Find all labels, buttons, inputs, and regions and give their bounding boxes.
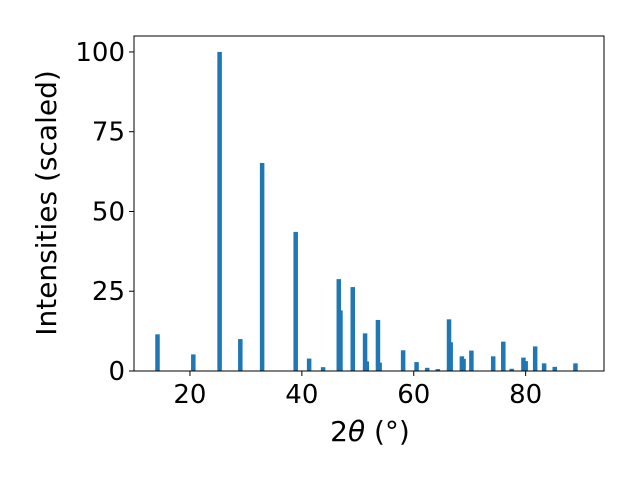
y-tick-label: 50	[92, 197, 125, 227]
peak-bar	[293, 231, 298, 371]
peak-bar	[523, 361, 528, 371]
peak-bar	[364, 361, 370, 371]
peak-bar	[552, 366, 558, 371]
peak-bar	[217, 51, 222, 371]
peak-bar	[541, 363, 547, 371]
x-axis-label: 2θ (°)	[330, 415, 410, 448]
peak-bar	[350, 287, 356, 371]
peak-bar	[155, 334, 160, 371]
peak-bar	[306, 358, 312, 371]
peak-bar	[424, 367, 430, 371]
peak-bar	[414, 362, 419, 371]
peak-bar	[400, 350, 406, 371]
peak-bar	[338, 310, 343, 371]
peak-bar	[573, 363, 578, 371]
peak-bar	[238, 339, 243, 371]
peak-bar	[509, 368, 514, 371]
peak-bar	[362, 333, 368, 371]
peak-bar	[375, 319, 381, 371]
x-tick-label: 60	[397, 380, 430, 410]
peak-bar	[461, 358, 466, 371]
bar-series	[155, 51, 578, 371]
y-axis-label: Intensities (scaled)	[30, 70, 63, 336]
y-tick-label: 25	[92, 277, 125, 307]
plot-frame	[133, 35, 605, 372]
y-axis-ticks: 0 25 50 75 100	[75, 38, 134, 387]
peak-bar	[532, 346, 538, 371]
peak-bar	[490, 356, 496, 371]
y-tick-label: 100	[75, 38, 125, 68]
x-tick-label: 80	[509, 380, 542, 410]
x-tick-label: 40	[285, 380, 318, 410]
x-tick-label: 20	[173, 380, 206, 410]
peak-bar	[377, 362, 382, 371]
peak-bar	[191, 354, 196, 371]
x-axis-ticks: 20 40 60 80	[173, 371, 542, 410]
peak-bar	[501, 341, 506, 371]
peak-bar	[435, 369, 441, 371]
peak-bar	[448, 342, 453, 371]
peak-bar	[259, 162, 265, 371]
y-tick-label: 0	[108, 357, 125, 387]
peak-bar	[320, 367, 326, 371]
peak-bar	[469, 350, 474, 371]
y-tick-label: 75	[92, 118, 125, 148]
